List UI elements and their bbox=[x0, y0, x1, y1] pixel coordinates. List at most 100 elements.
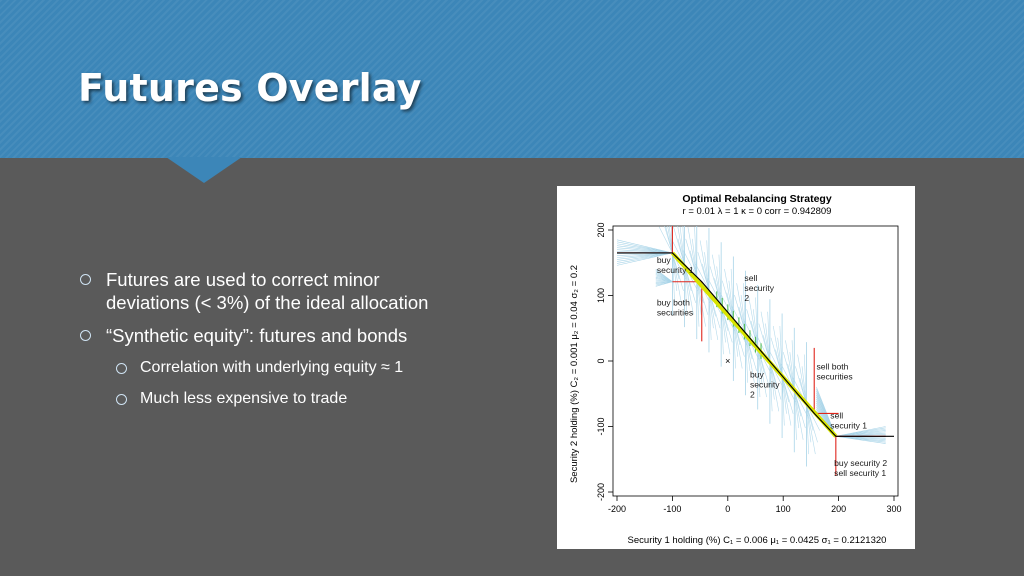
trade-line bbox=[711, 254, 722, 305]
trade-line bbox=[692, 238, 698, 277]
optimal-highlight bbox=[670, 251, 838, 438]
trade-line bbox=[793, 389, 804, 440]
trade-line bbox=[769, 361, 780, 412]
trade-line bbox=[672, 252, 680, 280]
y-axis-label: Security 2 holding (%) C₂ = 0.001 μ₂ = 0… bbox=[569, 265, 580, 483]
trade-line bbox=[687, 227, 698, 277]
trade-line bbox=[616, 252, 673, 262]
sub-bullet-text: Much less expensive to trade bbox=[140, 390, 348, 407]
trade-line bbox=[806, 404, 812, 443]
x-tick-label: -100 bbox=[663, 504, 681, 514]
trade-line bbox=[616, 252, 673, 264]
trade-line bbox=[696, 276, 706, 327]
bullet-text-line: deviations (< 3%) of the ideal allocatio… bbox=[106, 292, 429, 313]
trade-line bbox=[616, 252, 673, 258]
trade-line bbox=[806, 404, 816, 455]
header-band bbox=[0, 0, 1024, 158]
sub-bullet-item: Correlation with underlying equity ≈ 1 bbox=[78, 357, 428, 379]
trade-line bbox=[762, 335, 771, 362]
x-tick-label: 100 bbox=[776, 504, 791, 514]
trade-line bbox=[616, 243, 673, 254]
region-annotation: sell security 2 bbox=[744, 273, 774, 303]
trade-line bbox=[793, 390, 800, 429]
trade-line bbox=[750, 320, 759, 348]
region-annotation: buy security 1 sell security 2 bbox=[617, 206, 670, 226]
trade-line bbox=[797, 354, 807, 405]
trade-line bbox=[772, 325, 783, 376]
trade-line bbox=[672, 252, 678, 291]
trade-line bbox=[765, 323, 771, 362]
sub-bullet-text: Correlation with underlying equity ≈ 1 bbox=[140, 359, 404, 376]
bullet-ring-icon bbox=[116, 394, 127, 405]
trade-line bbox=[616, 252, 673, 266]
x-tick-label: 200 bbox=[831, 504, 846, 514]
trade-line bbox=[793, 389, 802, 417]
trade-line bbox=[689, 250, 698, 277]
header-notch bbox=[166, 157, 242, 183]
trade-line bbox=[714, 278, 722, 305]
chart-title: Optimal Rebalancing Strategy bbox=[682, 193, 832, 205]
trade-line bbox=[665, 226, 673, 253]
trade-line bbox=[785, 340, 795, 391]
chart-subtitle: r = 0.01 λ = 1 κ = 0 corr = 0.942809 bbox=[683, 206, 832, 217]
trade-line bbox=[677, 238, 685, 265]
y-tick-label: -100 bbox=[596, 417, 606, 435]
trade-line bbox=[704, 252, 710, 291]
trade-line bbox=[769, 361, 775, 400]
sub-bullet-item: Much less expensive to trade bbox=[78, 388, 428, 410]
trade-line bbox=[760, 311, 771, 362]
region-annotation: buy security 2 sell security 1 bbox=[834, 458, 887, 478]
trade-line bbox=[835, 436, 886, 444]
trade-line bbox=[733, 318, 743, 369]
bullet-item: Futures are used to correct minor deviat… bbox=[78, 268, 428, 314]
bullet-list: Futures are used to correct minor deviat… bbox=[78, 268, 428, 419]
trade-line bbox=[728, 280, 734, 319]
x-tick-label: 0 bbox=[725, 504, 730, 514]
trade-line bbox=[668, 226, 673, 253]
trade-line bbox=[748, 297, 759, 348]
y-tick-label: 100 bbox=[596, 288, 606, 303]
region-annotation: sell security 1 bbox=[830, 411, 867, 431]
trade-line bbox=[724, 268, 734, 319]
trade-line bbox=[671, 238, 685, 266]
plot-frame bbox=[612, 225, 899, 497]
region-annotation: buy both securities bbox=[657, 297, 693, 317]
bullet-ring-icon bbox=[80, 274, 91, 285]
trade-line bbox=[716, 266, 722, 305]
trade-line bbox=[683, 250, 698, 277]
y-tick-label: 0 bbox=[596, 358, 606, 363]
trade-line bbox=[616, 239, 673, 254]
trade-line bbox=[745, 332, 751, 372]
trade-line bbox=[719, 292, 734, 319]
trade-line bbox=[757, 347, 763, 386]
trade-line bbox=[806, 404, 814, 431]
trade-line bbox=[801, 366, 807, 405]
x-tick-label: 300 bbox=[886, 504, 901, 514]
trade-line bbox=[781, 375, 787, 414]
rebalancing-chart: Optimal Rebalancing Strategy r = 0.01 λ … bbox=[557, 186, 915, 549]
y-tick-label: -200 bbox=[596, 483, 606, 501]
trade-line bbox=[616, 252, 673, 260]
bullet-ring-icon bbox=[80, 330, 91, 341]
bullet-text-line: “Synthetic equity”: futures and bonds bbox=[106, 325, 408, 346]
region-annotation: buy security 2 bbox=[750, 369, 780, 399]
plot-area: × buy security 1 sell security 2 buy securit… bbox=[616, 206, 894, 478]
trade-line bbox=[672, 252, 682, 303]
trade-line bbox=[677, 226, 685, 265]
slide-title: Futures Overlay bbox=[78, 66, 422, 110]
trade-line bbox=[745, 332, 755, 383]
trade-line bbox=[752, 309, 759, 348]
x-axis-label: Security 1 holding (%) C₁ = 0.006 μ₁ = 0… bbox=[628, 535, 887, 546]
trade-line bbox=[684, 264, 690, 303]
x-tick-label: -200 bbox=[608, 504, 626, 514]
trade-line bbox=[658, 226, 673, 254]
trade-line bbox=[655, 281, 673, 287]
trade-line bbox=[775, 349, 783, 376]
trade-line bbox=[789, 352, 795, 391]
trade-line bbox=[679, 226, 685, 265]
chart-svg: Optimal Rebalancing Strategy r = 0.01 λ … bbox=[569, 193, 902, 546]
trade-line bbox=[667, 226, 673, 253]
bullet-ring-icon bbox=[116, 363, 127, 374]
trade-line bbox=[757, 347, 767, 398]
trade-line bbox=[616, 245, 673, 254]
